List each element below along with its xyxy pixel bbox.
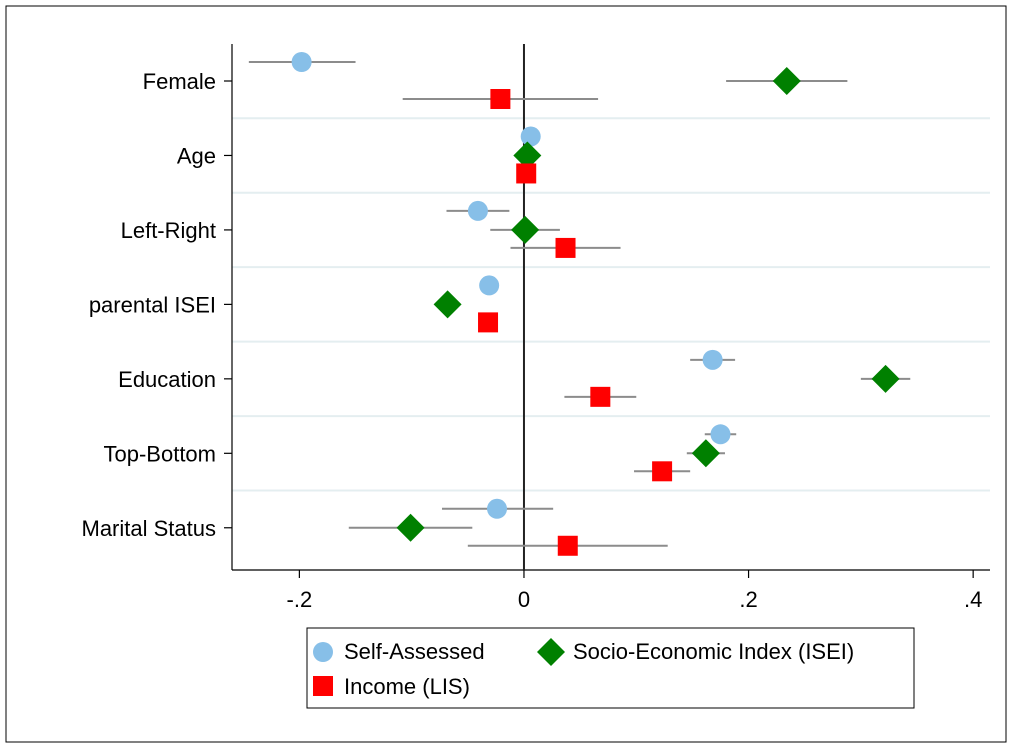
legend-marker-isei — [537, 638, 565, 666]
x-tick-label: 0 — [518, 587, 530, 612]
outer-border — [5, 5, 1007, 743]
legend-box — [306, 627, 915, 709]
marker-self-assessed — [702, 349, 723, 370]
marker-isei — [433, 290, 462, 319]
marker-self-assessed — [291, 52, 312, 72]
x-tick-label: .4 — [964, 587, 982, 612]
y-tick-label: Education — [118, 367, 216, 392]
legend-label-self-assessed: Self-Assessed — [344, 639, 485, 664]
marker-self-assessed — [479, 275, 500, 296]
marker-isei — [772, 67, 801, 95]
y-tick-label: parental ISEI — [89, 292, 216, 317]
legend-marker-income — [313, 676, 333, 696]
marker-income — [652, 461, 673, 482]
legend-label-isei: Socio-Economic Index (ISEI) — [573, 639, 854, 664]
marker-income — [557, 535, 578, 556]
marker-isei — [511, 215, 540, 244]
marker-self-assessed — [520, 126, 541, 147]
legend-marker-self-assessed — [313, 642, 333, 662]
marker-isei — [396, 513, 425, 542]
axes — [224, 44, 990, 578]
category-separators — [232, 117, 990, 492]
marker-isei — [871, 364, 900, 393]
marker-isei — [691, 439, 720, 468]
marker-income — [516, 163, 537, 184]
marker-income — [478, 312, 499, 333]
marker-self-assessed — [710, 424, 731, 445]
y-tick-label: Age — [177, 143, 216, 168]
y-axis-labels: Female Age Left-Right parental ISEI Educatio… — [82, 69, 217, 541]
x-tick-label: -.2 — [287, 587, 313, 612]
point-estimates — [291, 52, 900, 556]
y-tick-label: Left-Right — [121, 218, 216, 243]
legend: Self-Assessed Socio-Economic Index (ISEI… — [306, 627, 915, 709]
marker-income — [555, 237, 576, 258]
x-tick-label: .2 — [739, 587, 757, 612]
legend-label-income: Income (LIS) — [344, 674, 470, 699]
x-axis-labels: -.2 0 .2 .4 — [287, 587, 983, 612]
y-tick-label: Female — [143, 69, 216, 94]
marker-isei — [513, 141, 542, 170]
marker-self-assessed — [487, 498, 508, 519]
y-tick-label: Top-Bottom — [104, 441, 217, 466]
y-tick-label: Marital Status — [82, 516, 217, 541]
marker-self-assessed — [467, 200, 488, 221]
marker-income — [590, 386, 611, 407]
marker-income — [490, 89, 511, 109]
